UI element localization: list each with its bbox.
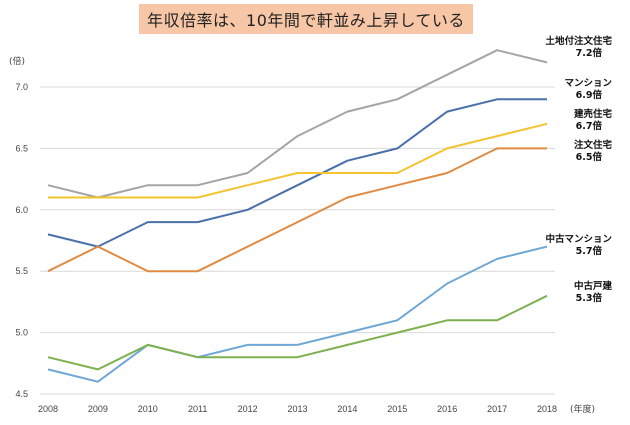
series-value-label: 5.3倍: [576, 292, 603, 304]
x-tick-label: 2016: [437, 404, 457, 414]
series-value-label: 6.7倍: [576, 120, 603, 132]
series-end-labels: 土地付注文住宅7.2倍マンション6.9倍建売住宅6.7倍注文住宅6.5倍中古マン…: [545, 35, 612, 304]
series-value-label: 7.2倍: [576, 47, 603, 59]
series-line-used_house: [47, 294, 548, 371]
y-tick-label: 7.0: [15, 82, 28, 92]
series-line-land: [47, 49, 548, 199]
x-tick-label: 2008: [38, 404, 58, 414]
series-name-label: マンション: [564, 78, 612, 89]
y-tick-label: 6.5: [15, 143, 28, 153]
x-tick-label: 2014: [337, 404, 357, 414]
y-tick-label: 5.0: [15, 328, 28, 338]
x-tick-label: 2012: [238, 404, 258, 414]
series-name-label: 中古戸建: [574, 280, 613, 292]
series-value-label: 6.9倍: [576, 89, 603, 101]
series-line-tateuri: [48, 122, 548, 199]
chart-title: 年収倍率は、10年間で軒並み上昇している: [139, 4, 473, 34]
x-axis-unit: (年度): [570, 403, 595, 415]
series-value-label: 6.5倍: [576, 151, 603, 163]
series-value-label: 5.7倍: [576, 245, 603, 257]
x-tick-label: 2011: [188, 404, 207, 414]
series-name-label: 注文住宅: [574, 139, 613, 151]
y-tick-label: 6.0: [15, 205, 28, 215]
y-axis-unit: (倍): [9, 55, 25, 67]
grid-lines: [40, 86, 555, 395]
series-name-label: 土地付注文住宅: [545, 35, 612, 47]
x-tick-label: 2015: [387, 404, 407, 414]
y-tick-label: 4.5: [15, 389, 28, 399]
x-tick-label: 2010: [138, 404, 158, 414]
x-tick-label: 2013: [287, 404, 307, 414]
x-tick-label: 2009: [88, 404, 108, 414]
y-tick-label: 5.5: [15, 266, 28, 276]
x-tick-label: 2018: [537, 404, 557, 414]
series-line-mansion: [47, 98, 547, 248]
series-line-chumon: [47, 147, 547, 273]
series-name-label: 中古マンション: [545, 233, 612, 245]
series-lines: [47, 49, 548, 383]
series-name-label: 建売住宅: [573, 108, 613, 120]
x-tick-label: 2017: [487, 404, 507, 414]
x-tick-labels: 2008 2009 2010 2011 2012 2013 2014 2015 2016 2017…: [38, 404, 557, 414]
y-tick-labels: 4.5 5.0 5.5 6.0 6.5 7.0: [15, 82, 28, 399]
series-line-used_mansion: [47, 245, 548, 383]
